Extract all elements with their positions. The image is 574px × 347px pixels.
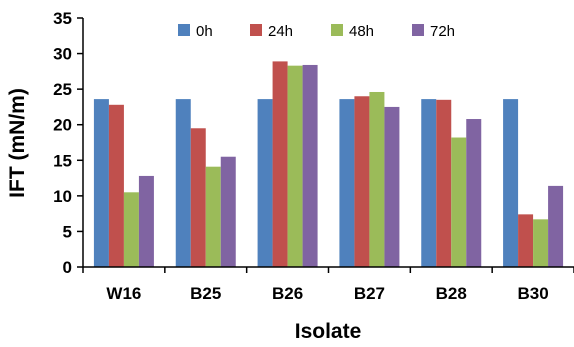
y-tick-label: 15 — [53, 151, 72, 170]
x-tick-labels: W16 B25 B26 B27 B28 B30 — [106, 284, 548, 303]
bar-W16-24h — [108, 104, 124, 268]
bar-B25-0h — [175, 99, 191, 267]
bar-B26-48h — [287, 65, 303, 267]
y-tick-label: 5 — [63, 222, 72, 241]
y-tick-label: 20 — [53, 116, 72, 135]
bar-B28-72h — [466, 119, 482, 267]
x-tick-label: B26 — [272, 284, 303, 303]
bar-B30-24h — [518, 214, 534, 267]
y-tick-label: 0 — [63, 258, 72, 277]
bar-B30-72h — [548, 185, 564, 267]
y-tick-label: 10 — [53, 187, 72, 206]
bar-B26-0h — [257, 99, 273, 267]
x-tick-label: B28 — [436, 284, 467, 303]
bar-B26-24h — [272, 61, 288, 268]
bars — [93, 61, 564, 268]
bar-B25-24h — [190, 128, 206, 267]
legend-label-72h: 72h — [430, 23, 455, 40]
legend-swatch-48h — [331, 24, 343, 36]
bar-W16-0h — [93, 99, 109, 267]
y-tick-labels: 0 5 10 15 20 25 30 35 — [53, 9, 72, 277]
bar-B27-0h — [339, 99, 355, 267]
y-tick-label: 35 — [53, 9, 72, 28]
bar-B28-24h — [436, 99, 452, 267]
legend-label-24h: 24h — [268, 23, 293, 40]
y-tick-label: 30 — [53, 45, 72, 64]
legend-label-48h: 48h — [349, 23, 374, 40]
y-axis-title: IFT (mN/m) — [6, 88, 29, 198]
bar-B27-72h — [384, 106, 400, 267]
legend: 0h 24h 48h 72h — [178, 23, 455, 40]
legend-swatch-0h — [178, 24, 190, 36]
x-axis-title: Isolate — [295, 320, 362, 343]
bar-B30-48h — [533, 219, 549, 267]
axes — [77, 17, 574, 273]
y-tick-label: 25 — [53, 80, 72, 99]
bar-B27-24h — [354, 96, 370, 267]
bar-W16-48h — [123, 192, 139, 267]
legend-label-0h: 0h — [196, 23, 213, 40]
bar-B27-48h — [369, 91, 385, 267]
bar-B30-0h — [503, 99, 519, 267]
x-tick-label: B27 — [354, 284, 385, 303]
bar-B26-72h — [302, 64, 318, 267]
legend-swatch-24h — [250, 24, 262, 36]
bar-B28-0h — [421, 99, 437, 267]
bar-B28-48h — [451, 137, 467, 267]
bar-W16-72h — [138, 175, 154, 267]
x-tick-label: W16 — [106, 284, 141, 303]
bar-B25-48h — [205, 166, 221, 267]
x-tick-label: B25 — [190, 284, 221, 303]
bar-B25-72h — [220, 156, 236, 267]
legend-swatch-72h — [412, 24, 424, 36]
x-tick-label: B30 — [517, 284, 548, 303]
